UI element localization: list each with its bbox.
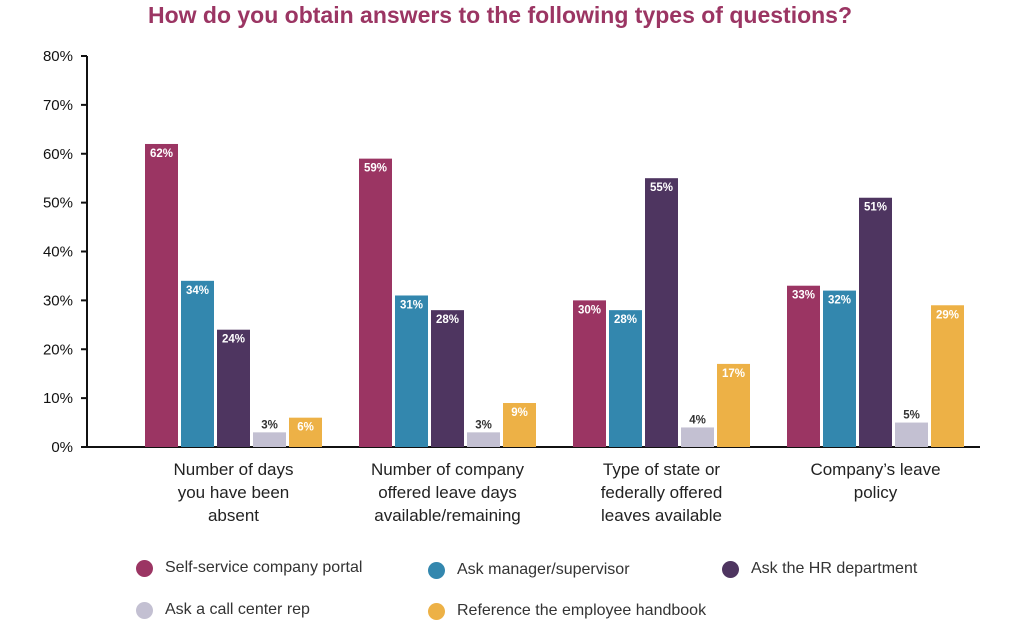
data-label: 34% [186,285,209,297]
bar [253,432,286,447]
bar [217,329,250,447]
data-label: 24% [222,334,245,346]
bar [645,178,678,447]
category-label: absent [208,506,259,525]
data-label: 33% [792,290,815,302]
data-label: 29% [936,309,959,321]
data-label: 62% [150,148,173,160]
data-label: 5% [903,410,920,422]
y-tick-label: 10% [43,390,73,407]
bar [931,305,964,447]
bar [609,310,642,447]
bar [145,143,178,447]
y-tick-label: 0% [51,439,73,456]
bar [823,290,856,447]
bar [503,403,536,447]
category-label: Number of company [371,460,525,479]
y-tick-label: 70% [43,97,73,114]
data-label: 28% [614,314,637,326]
data-label: 59% [364,163,387,175]
category-label: available/remaining [374,506,520,525]
category-label: federally offered [601,483,723,502]
y-tick-label: 30% [43,292,73,309]
data-label: 6% [297,422,314,434]
bar [717,363,750,447]
bar [431,310,464,447]
data-label: 32% [828,295,851,307]
data-label: 4% [689,414,706,426]
category-label: leaves available [601,506,722,525]
bar [681,427,714,447]
chart-title: How do you obtain answers to the followi… [147,2,853,28]
bar [181,280,214,447]
bar [467,432,500,447]
category-label: you have been [178,483,290,502]
bar [787,285,820,447]
bar [359,158,392,447]
category-label: Number of days [174,460,294,479]
bar [289,417,322,447]
data-label: 9% [511,407,528,419]
data-label: 3% [475,419,492,431]
bar [859,197,892,447]
data-label: 3% [261,419,278,431]
category-label: Company’s leave [810,460,940,479]
y-tick-label: 40% [43,244,73,261]
y-tick-label: 60% [43,146,73,163]
data-label: 17% [722,368,745,380]
category-label: policy [854,483,898,502]
y-tick-label: 20% [43,341,73,358]
data-label: 30% [578,304,601,316]
data-label: 51% [864,202,887,214]
data-label: 31% [400,299,423,311]
y-tick-label: 50% [43,195,73,212]
bar [895,422,928,447]
category-label: offered leave days [378,483,517,502]
data-label: 55% [650,182,673,194]
y-tick-label: 80% [43,48,73,65]
bar [573,300,606,447]
data-label: 28% [436,314,459,326]
category-label: Type of state or [603,460,721,479]
bar [395,295,428,447]
